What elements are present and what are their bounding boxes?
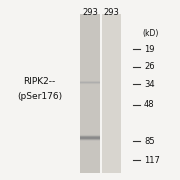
Text: RIPK2--: RIPK2-- [23,77,56,86]
Bar [80,80,100,81]
Bar [80,82,100,83]
Bar [102,14,122,173]
Bar [80,138,100,139]
Bar [80,137,100,138]
Bar [80,84,100,85]
Bar [80,80,100,81]
Bar [80,81,100,82]
Text: 26: 26 [144,62,155,71]
Bar [80,140,100,141]
Bar [80,138,100,139]
Text: 117: 117 [144,156,160,165]
Bar [80,82,100,83]
Bar [80,139,100,140]
Bar [80,139,100,140]
Text: 293: 293 [82,8,98,17]
Text: 293: 293 [104,8,120,17]
Text: 48: 48 [144,100,155,109]
Bar [80,137,100,138]
Bar [80,134,100,135]
Bar [80,135,100,136]
Bar [80,83,100,84]
Text: 85: 85 [144,137,155,146]
Text: (kD): (kD) [142,29,159,38]
Text: (pSer176): (pSer176) [17,92,62,101]
Bar [80,14,100,173]
Text: 34: 34 [144,80,155,89]
Bar [80,136,100,137]
Bar [80,136,100,137]
Bar [80,83,100,84]
Bar [80,140,100,141]
Bar [80,81,100,82]
Text: 19: 19 [144,45,154,54]
